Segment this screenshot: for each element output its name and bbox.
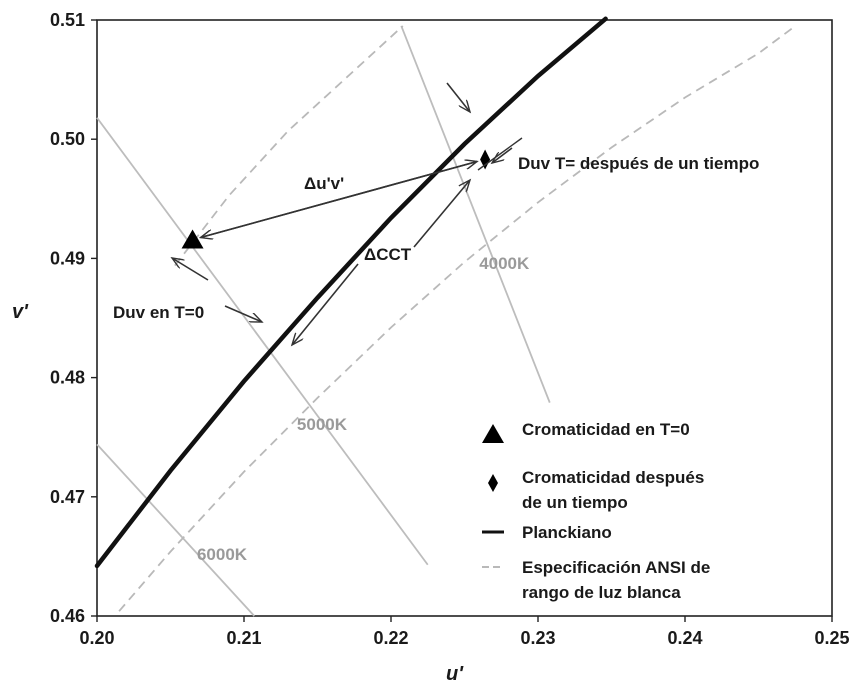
isotherm-label: 4000K — [479, 254, 530, 273]
legend-item-label: de un tiempo — [522, 493, 628, 512]
x-tick-label: 0.25 — [814, 628, 849, 648]
isotherm-line — [96, 443, 255, 617]
y-tick-label: 0.46 — [50, 606, 85, 626]
x-tick-label: 0.20 — [79, 628, 114, 648]
ansi-upper-curve — [174, 25, 404, 267]
legend-item-label: Planckiano — [522, 523, 612, 542]
duv-t0-label: Duv en T=0 — [113, 303, 204, 322]
y-tick-label: 0.49 — [50, 248, 85, 268]
triangle-marker — [181, 229, 204, 249]
legend-diamond-icon — [488, 474, 498, 492]
isotherm-label: 5000K — [297, 415, 348, 434]
x-tick-label: 0.23 — [520, 628, 555, 648]
delta-uv-arrow-back — [201, 160, 478, 237]
ansi-lower-curve — [118, 25, 796, 612]
y-tick-label: 0.48 — [50, 368, 85, 388]
delta-cct-arrow-up — [413, 180, 470, 248]
duv-t-arrow-top — [446, 82, 470, 112]
plot-frame — [96, 19, 833, 617]
duv-t0-arrow-out — [224, 305, 262, 323]
x-axis-label: u' — [446, 663, 464, 684]
legend-item-label: Especificación ANSI de — [522, 558, 710, 577]
delta-cct-arrow-down — [292, 263, 359, 345]
y-tick-label: 0.50 — [50, 129, 85, 149]
isotherm-label: 6000K — [197, 545, 248, 564]
legend-item-label: Cromaticidad en T=0 — [522, 420, 690, 439]
duv-t0-arrow-in — [172, 258, 209, 281]
y-axis-label: v' — [12, 301, 29, 323]
isotherm-line — [400, 25, 551, 403]
delta-uv-label: Δu'v' — [304, 174, 344, 193]
diamond-marker — [480, 149, 491, 170]
legend-item-label: Cromaticidad después — [522, 468, 704, 487]
isotherm-line — [96, 117, 429, 566]
x-tick-label: 0.21 — [226, 628, 261, 648]
duv-t-label: Duv T= después de un tiempo — [518, 154, 759, 173]
duv-t-arrow-right — [492, 147, 513, 163]
legend-item-label: rango de luz blanca — [522, 583, 681, 602]
x-tick-label: 0.24 — [667, 628, 702, 648]
x-tick-label: 0.22 — [373, 628, 408, 648]
y-tick-label: 0.51 — [50, 10, 85, 30]
delta-cct-label: ΔCCT — [364, 245, 412, 264]
y-tick-label: 0.47 — [50, 487, 85, 507]
legend-triangle-icon — [482, 424, 504, 443]
planckian-curve — [94, 16, 608, 569]
